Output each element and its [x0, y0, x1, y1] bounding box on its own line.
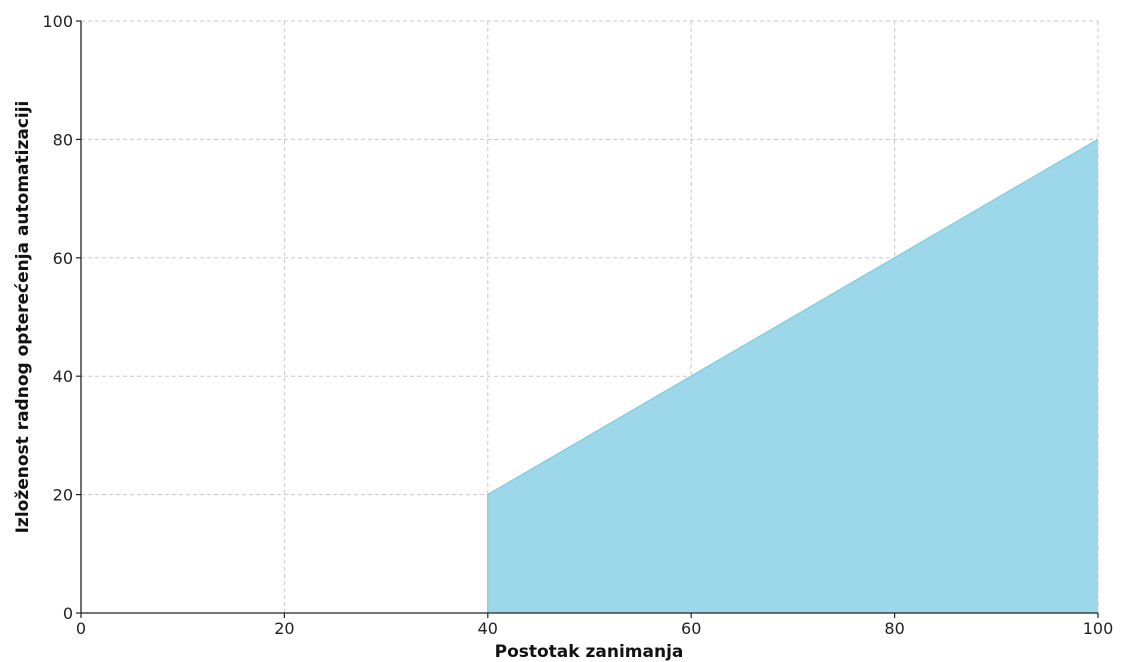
axes — [80, 21, 1098, 614]
x-ticks: 0 20 40 60 80 100 — [76, 613, 1113, 638]
series-layer — [487, 138, 1099, 613]
x-axis-label: Postotak zanimanja — [495, 642, 684, 662]
y-axis-label: Izloženost radnog opterećenja automatiza… — [13, 101, 33, 534]
area-edge-line — [487, 138, 1099, 613]
y-tick-label: 80 — [53, 130, 73, 149]
x-tick-label: 20 — [274, 619, 294, 638]
area-fill — [487, 139, 1098, 613]
x-tick-label: 60 — [681, 619, 701, 638]
y-tick-label: 100 — [42, 12, 73, 31]
x-tick-label: 40 — [478, 619, 498, 638]
y-tick-label: 40 — [53, 367, 73, 386]
x-tick-label: 100 — [1083, 619, 1114, 638]
y-tick-label: 20 — [53, 486, 73, 505]
x-tick-label: 80 — [884, 619, 904, 638]
y-tick-label: 60 — [53, 249, 73, 268]
x-tick-label: 0 — [76, 619, 86, 638]
y-tick-label: 0 — [63, 604, 73, 623]
y-ticks: 0 20 40 60 80 100 — [42, 12, 81, 623]
